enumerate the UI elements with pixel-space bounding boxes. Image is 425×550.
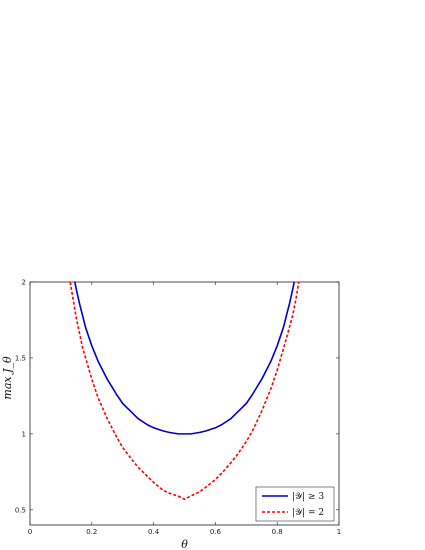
series-line-2	[69, 281, 300, 500]
x-axis-label: θ	[181, 538, 188, 550]
x-tick-label: 0.4	[148, 528, 160, 536]
series-line-1	[74, 281, 295, 435]
legend-label-series-1: |𝒴| ≥ 3	[292, 492, 324, 502]
x-tick-label: 0.6	[210, 528, 222, 536]
y-axis-label: max J_θ	[1, 356, 14, 400]
x-tick-label: 1	[337, 528, 341, 536]
y-tick-label: 2	[22, 279, 26, 287]
x-tick-label: 0.2	[86, 528, 97, 536]
y-tick-label: 1.5	[15, 354, 26, 362]
x-tick-label: 0	[28, 528, 32, 536]
y-tick-label: 0.5	[15, 506, 26, 514]
series-layer	[69, 281, 300, 500]
axis-tick-labels: 0 0.2 0.4 0.6 0.8 1 0.5 1 1.5 2	[15, 279, 341, 537]
y-tick-label: 1	[22, 430, 26, 438]
axis-ticks	[29, 281, 340, 525]
x-tick-label: 0.8	[272, 528, 283, 536]
legend-box	[255, 486, 335, 522]
legend: |𝒴| ≥ 3 |𝒴| = 2	[255, 486, 335, 522]
plot-area	[29, 281, 340, 526]
legend-label-series-2: |𝒴| = 2	[292, 508, 324, 518]
